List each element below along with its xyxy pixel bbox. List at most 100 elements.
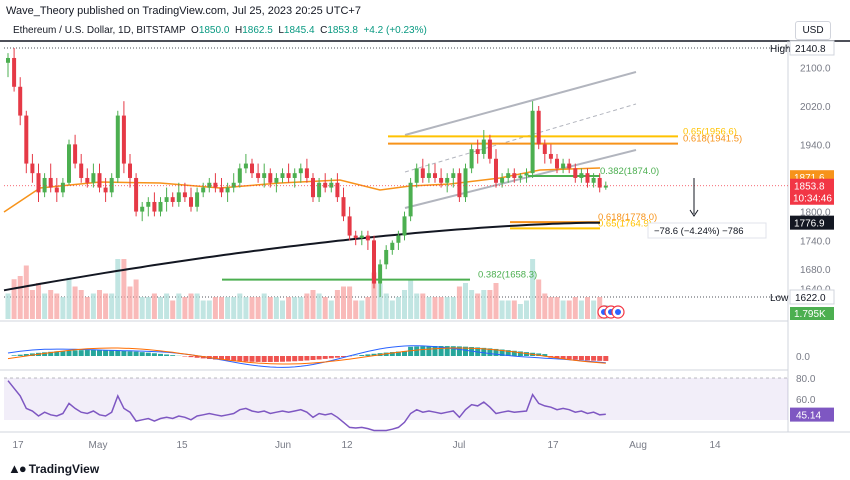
price-label-value: 1871.6 [794,173,825,184]
volume-bar [36,283,41,319]
volume-bar [365,297,371,319]
candle-body [170,197,175,202]
volume-bar [194,293,200,319]
candle-body [30,163,35,174]
volume-bar [328,300,334,319]
macd-histogram-bar [298,356,304,361]
volume-bar [554,297,560,319]
candle-body [494,158,498,183]
candle-body [384,249,389,265]
measure-arrow-head [689,209,699,217]
macd-histogram-bar [273,356,279,362]
volume-bar [48,290,54,319]
close-value: 1853.8 [327,25,358,36]
volume-bar [334,290,340,319]
marker-value-box [789,289,835,305]
macd-histogram-bar [585,356,590,361]
volume-bar [450,297,456,319]
candle-body [390,242,395,250]
volume-bar [206,300,212,319]
volume-bar [200,300,206,319]
candle-body [396,235,401,243]
candle-body [603,185,608,188]
volume-bar [176,293,182,319]
volume-bar [322,297,328,319]
volume-bar [66,277,72,319]
candle-body [323,182,328,188]
volume-bar [139,297,145,319]
candle-body [524,173,529,176]
volume-bar [316,293,322,319]
price-label-countdown: 10:34:46 [793,194,832,205]
macd-histogram-bar [164,354,170,356]
candle-body [548,153,553,159]
macd-histogram-bar [60,350,66,356]
macd-histogram-bar [17,354,23,356]
volume-bar [408,279,414,319]
macd-histogram-bar [231,356,237,361]
macd-histogram-bar [66,350,72,356]
volume-bar [524,300,529,319]
volume-bar [560,300,566,319]
candle-body [207,182,212,188]
volume-bar [493,283,499,319]
macd-histogram-bar [389,352,395,356]
macd-histogram-bar [554,356,560,359]
candle-body [329,182,334,188]
x-tick-label: Aug [629,440,647,451]
x-tick-label: 12 [341,440,353,451]
volume-bar [280,300,285,319]
volume-bar [182,297,188,319]
candle-body [555,158,559,169]
volume-bar [292,297,298,319]
candle-body [250,163,254,174]
volume-label-value: 1.795K [794,309,826,320]
tradingview-logo-icon: ▲● [8,461,27,476]
macd-histogram-bar [127,351,133,356]
candle-body [445,177,450,183]
volume-bar [499,300,505,319]
marker-label: High [770,44,791,55]
macd-histogram-bar [316,356,322,360]
volume-bar [517,304,523,319]
symbol-name: Ethereum / U.S. Dollar, 1D, BITSTAMP [13,25,186,36]
x-tick-label: May [89,440,108,451]
candle-body [146,201,151,207]
fib-level-label: 0.618(1778.0) [598,212,657,223]
candle-body [341,197,346,217]
macd-histogram-bar [450,346,456,356]
event-flag-icon-core [615,309,621,315]
candle-body [402,216,407,236]
currency-selector[interactable]: USD [795,21,831,40]
volume-bar [432,297,438,319]
marker-value: 1622.0 [795,293,826,304]
macd-histogram-bar [109,350,115,356]
volume-bar [60,297,66,319]
macd-histogram-bar [280,356,285,362]
macd-histogram-bar [456,346,462,356]
macd-histogram-bar [237,356,243,362]
candle-body [481,139,486,154]
volume-bar [572,297,578,319]
macd-histogram-bar [170,355,176,356]
candle-body [91,173,96,183]
candle-body [158,201,163,212]
candle-body [79,163,84,178]
macd-histogram-bar [426,346,432,356]
volume-bar [389,300,395,319]
volume-bar [127,286,133,319]
volume-bar [188,293,194,319]
volume-bar [103,293,109,319]
candle-body [347,216,352,236]
y-tick-label: 2100.0 [800,64,831,75]
fib-level-label: 0.382(1658.3) [478,270,537,281]
volume-bar [505,300,511,319]
volume-bar [426,297,432,319]
macd-histogram-bar [292,356,298,362]
candle-body [152,201,157,212]
candle-body [109,177,114,193]
candle-body [378,264,383,284]
macd-histogram-bar [438,346,444,356]
volume-bar [243,297,249,319]
